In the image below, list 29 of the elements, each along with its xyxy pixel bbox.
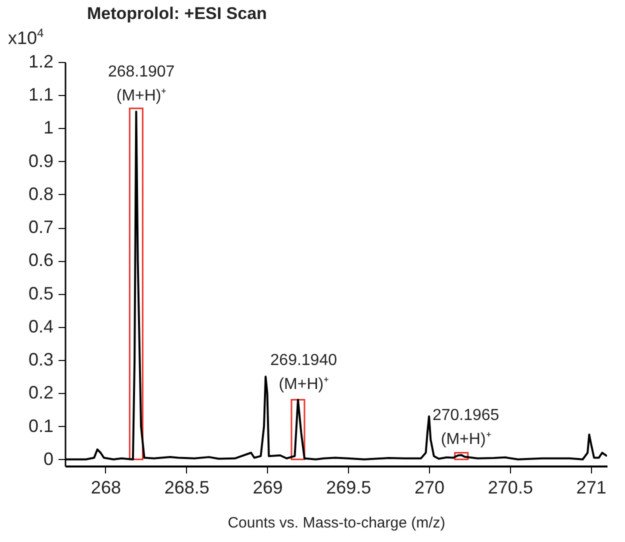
x-axis-title: Counts vs. Mass-to-charge (m/z)	[228, 514, 446, 532]
y-tick-label: 1.2	[28, 52, 54, 72]
y-tick-label: 0.4	[28, 316, 54, 336]
annotation: 268.1907 (M+H)⁺	[108, 64, 175, 105]
bar	[290, 399, 306, 460]
annotation: 270.1965 (M+H)⁺	[432, 407, 500, 448]
x-tick-label: 270.5	[488, 478, 533, 498]
x-tick-label: 268	[90, 478, 121, 498]
x-tick-label: 269.5	[326, 478, 372, 498]
y-tick-label: 0.6	[28, 250, 54, 270]
y-tick-label: 0.3	[28, 350, 54, 370]
y-tick-label: 0.8	[28, 184, 54, 204]
x-tick-label: 268.5	[164, 478, 210, 498]
annotation: 269.1940 (M+H)⁺	[270, 352, 338, 393]
y-tick-label: 0.7	[28, 217, 54, 238]
x-tick-label: 270	[414, 478, 445, 498]
bar	[454, 452, 469, 460]
y-tick-label: 0.1	[28, 416, 54, 436]
x-tick-label: 271	[576, 478, 606, 498]
y-tick-label: 1	[43, 118, 54, 138]
x-tick-label: 269	[252, 478, 283, 498]
y-axis-title: x10$^{4}$	[8, 26, 44, 49]
y-tick-label: 0.2	[28, 382, 54, 403]
y-tick-label: 0	[43, 448, 54, 469]
y-tick-label: 0.5	[28, 283, 54, 304]
y-tick-label: 0.9	[28, 150, 54, 171]
y-tick-label: 1.1	[28, 84, 54, 105]
bar	[128, 108, 144, 460]
chart-title: Metoprolol: +ESI Scan	[87, 4, 267, 23]
